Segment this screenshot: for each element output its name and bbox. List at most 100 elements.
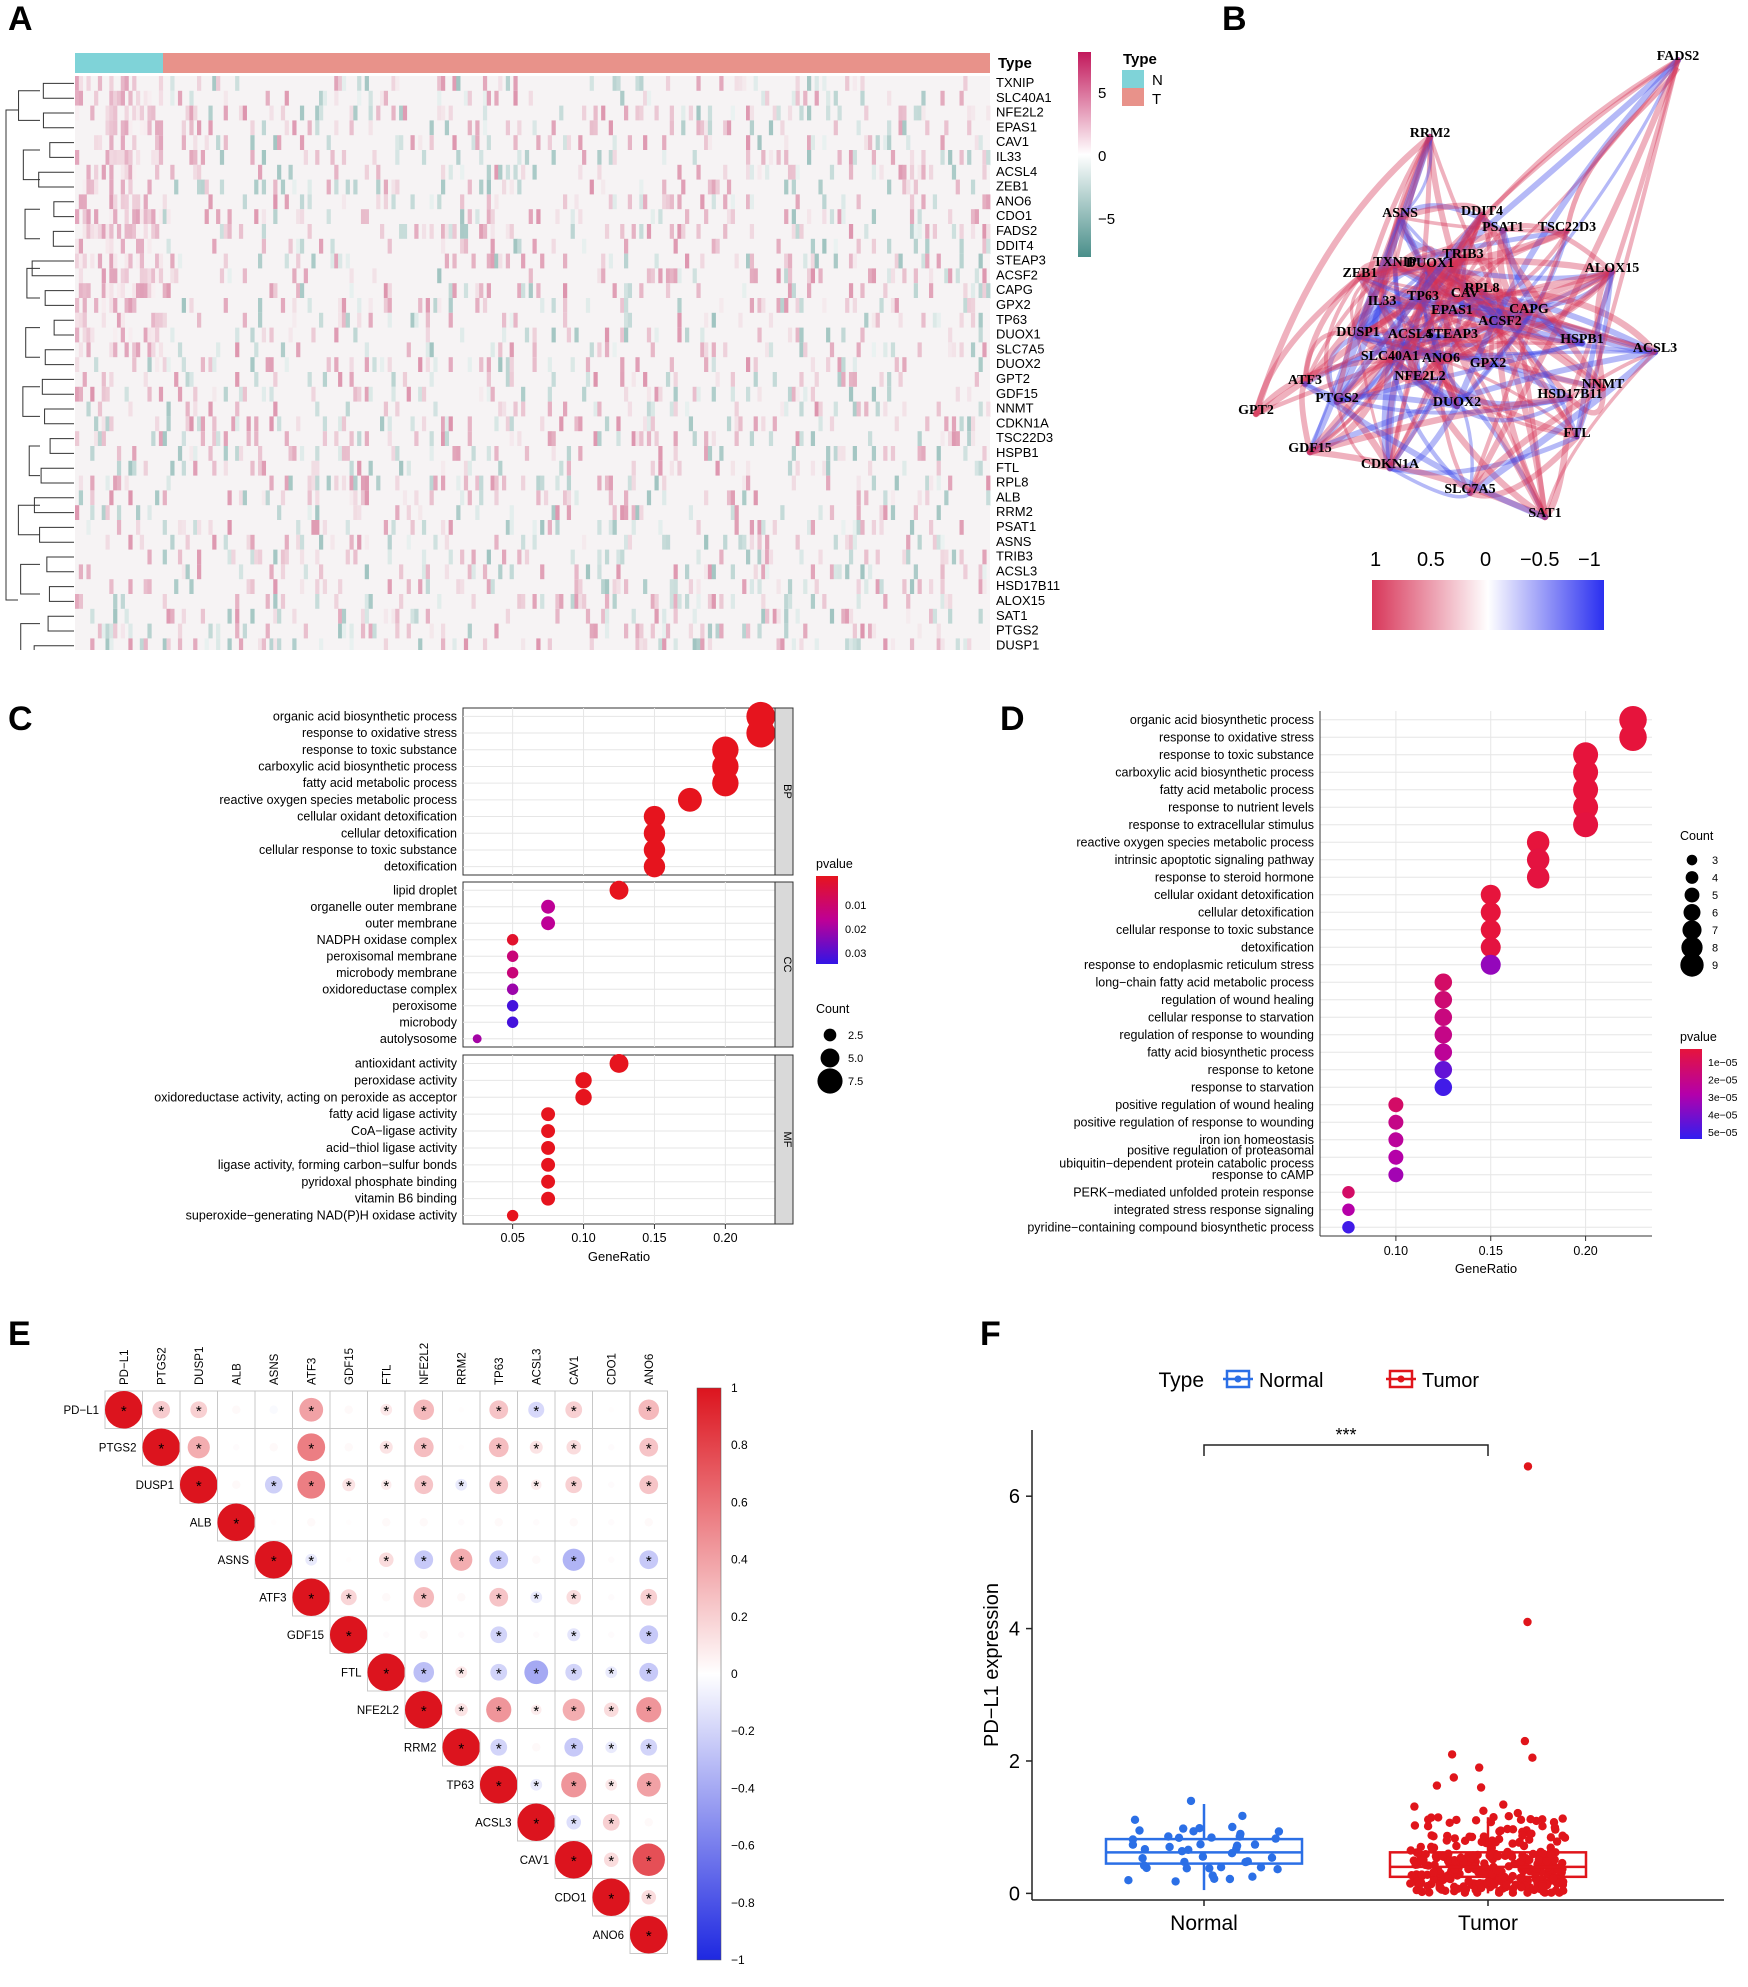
heatmap-cell	[494, 164, 499, 181]
heatmap-cell	[921, 150, 926, 166]
corr-circle	[232, 1405, 241, 1414]
heatmap-cell	[75, 386, 80, 403]
network-edge	[1417, 377, 1573, 407]
heatmap-cell	[452, 76, 457, 92]
network-edge	[1466, 56, 1682, 497]
gene-label: EPAS1	[996, 119, 1037, 134]
heatmap-cell	[746, 253, 751, 269]
heatmap-cell	[711, 357, 716, 373]
network-edge	[1356, 334, 1412, 345]
jitter-point	[1546, 1833, 1556, 1842]
heatmap-cell	[906, 534, 911, 551]
heatmap-cell	[463, 224, 469, 240]
heatmap-cell	[604, 416, 610, 432]
count-legend-dot	[1686, 854, 1698, 866]
corr-circle	[217, 1503, 256, 1542]
heatmap-cell	[280, 179, 286, 195]
heatmap-cell	[242, 194, 247, 210]
heatmap-cell	[269, 386, 274, 403]
heatmap-cell	[193, 446, 198, 462]
heatmap-cell	[944, 268, 949, 284]
heatmap-cell	[715, 460, 720, 477]
heatmap-cell	[784, 135, 789, 151]
jitter-point	[1124, 1876, 1133, 1885]
network-scale-bar	[1372, 580, 1604, 630]
heatmap-cell	[399, 135, 404, 151]
heatmap-cell	[444, 534, 450, 551]
legend-dot-icon	[1234, 1375, 1242, 1383]
heatmap-cell	[113, 268, 118, 284]
heatmap-cell	[120, 312, 125, 329]
heatmap-cell	[902, 105, 907, 121]
heatmap-cell	[109, 224, 114, 240]
network-edge	[1438, 360, 1472, 495]
heatmap-cell	[707, 179, 713, 195]
jitter-point	[1493, 1851, 1502, 1860]
heatmap-cell	[982, 579, 987, 595]
heatmap-cell	[974, 209, 979, 225]
heatmap-cell	[441, 460, 446, 477]
heatmap-cell	[612, 342, 617, 358]
heatmap-cell	[772, 105, 777, 121]
heatmap-cell	[959, 416, 964, 432]
heatmap-cell	[757, 579, 762, 595]
network-edge	[1398, 215, 1569, 233]
heatmap-cell	[315, 475, 320, 491]
heatmap-cell	[555, 505, 560, 521]
corr-circle	[346, 1519, 352, 1525]
heatmap-cell	[105, 224, 110, 240]
heatmap-cell	[505, 357, 511, 373]
heatmap-cell	[460, 224, 465, 240]
heatmap-cell	[128, 623, 133, 639]
heatmap-cell	[360, 623, 366, 639]
heatmap-cell	[158, 431, 164, 447]
heatmap-cell	[955, 431, 960, 447]
heatmap-cell	[490, 209, 495, 225]
network-node-label: PSAT1	[1482, 220, 1524, 235]
heatmap-cell	[902, 401, 907, 417]
network-edge	[1392, 263, 1423, 383]
heatmap-cell	[604, 623, 610, 639]
heatmap-cell	[456, 446, 461, 462]
jitter-point	[1508, 1884, 1518, 1893]
jitter-point	[1495, 1827, 1504, 1836]
term-dot	[1434, 1026, 1453, 1044]
network-node-label: PTGS2	[1315, 391, 1359, 406]
heatmap-cell	[124, 105, 129, 121]
heatmap-cell	[665, 534, 671, 551]
heatmap-cell	[818, 505, 823, 521]
heatmap-cell	[136, 520, 141, 536]
gene-labels: TXNIPSLC40A1NFE2L2EPAS1CAV1IL33ACSL4ZEB1…	[996, 75, 1060, 650]
network-edge	[1355, 57, 1681, 339]
heatmap-cell	[685, 401, 690, 417]
network-edge	[1411, 375, 1461, 410]
corr-circle	[457, 1593, 466, 1602]
heatmap-cell	[482, 638, 488, 650]
gene-label: NNMT	[996, 401, 1034, 416]
heatmap-cell	[246, 416, 251, 432]
heatmap-cell	[208, 401, 213, 417]
heatmap-cell	[467, 431, 472, 447]
heatmap-cell	[612, 135, 617, 151]
heatmap-cell	[704, 431, 709, 447]
heatmap-cell	[204, 638, 209, 650]
term-dot	[541, 1174, 556, 1189]
corr-signif-star: *	[421, 1440, 427, 1457]
heatmap-cell	[90, 505, 95, 521]
corr-signif-star: *	[646, 1928, 652, 1945]
gene-label: NFE2L2	[996, 105, 1044, 120]
heatmap-cell	[425, 564, 430, 580]
heatmap-cell	[566, 475, 572, 491]
heatmap-cell	[688, 623, 694, 639]
heatmap-cell	[174, 372, 179, 388]
corr-circle	[636, 1772, 661, 1797]
heatmap-cell	[177, 623, 183, 639]
x-tick-label: 0.15	[1479, 1244, 1503, 1258]
heatmap-cell	[784, 594, 789, 610]
heatmap-cell	[399, 564, 404, 580]
network-edge	[1419, 296, 1445, 366]
heatmap-cell	[147, 342, 152, 358]
heatmap-cell	[833, 120, 838, 136]
